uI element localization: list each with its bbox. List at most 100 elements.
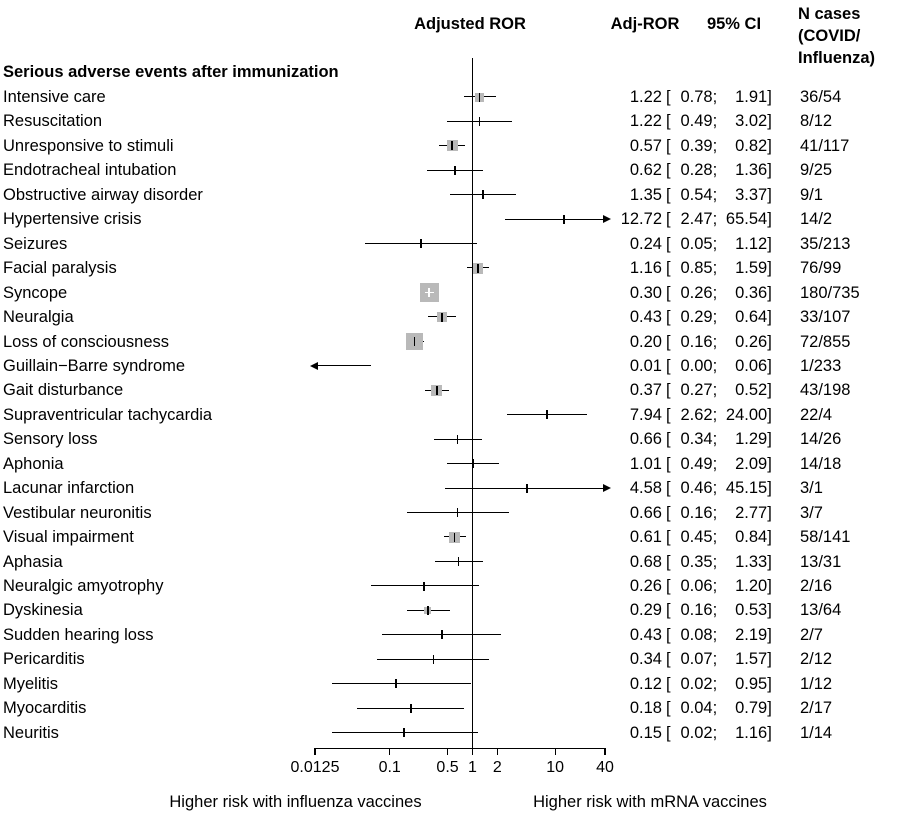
- n-cases-value: 8/12: [800, 112, 833, 131]
- ci-line: [331, 683, 471, 685]
- point-estimate-tick: [423, 581, 425, 591]
- adj-ror-value: 0.01: [629, 356, 662, 375]
- ci-low-value: 0.27: [680, 381, 713, 400]
- n-cases-value: 14/2: [800, 210, 833, 229]
- point-estimate-tick: [456, 434, 459, 444]
- ci-line: [315, 365, 372, 367]
- axis-tick-label: 40: [596, 759, 614, 776]
- ci-value: [0.28; 1.36]: [666, 160, 772, 180]
- n-cases-value: 9/25: [800, 161, 833, 180]
- ci-low-value: 0.49: [680, 112, 713, 131]
- axis-tick-label: 0.1: [378, 759, 401, 776]
- row-label: Sensory loss: [3, 430, 98, 449]
- n-cases-value: 13/31: [800, 552, 842, 571]
- row-label: Seizures: [3, 234, 68, 253]
- axis-tick-label: 0.0125: [290, 759, 340, 776]
- ci-separator: ;: [712, 259, 718, 278]
- ci-arrow-right: [603, 215, 611, 224]
- ci-high-value: 1.59: [735, 259, 768, 278]
- ci-close-bracket: ]: [767, 723, 772, 742]
- column-header-adjusted-ror: Adjusted ROR: [414, 15, 526, 33]
- adj-ror-value: 0.30: [629, 283, 662, 302]
- adj-ror-value: 0.26: [629, 577, 662, 595]
- n-cases-value: 180/735: [800, 283, 860, 302]
- ci-high-value: 0.64: [735, 308, 768, 327]
- axis-tick: [554, 748, 556, 755]
- ci-high-value: 1.16: [735, 723, 768, 742]
- n-cases-value: 35/213: [800, 234, 851, 253]
- ci-close-bracket: ]: [767, 283, 772, 302]
- n-cases-value: 3/1: [800, 479, 823, 498]
- axis-tick-label: 1: [467, 759, 477, 776]
- ci-high-value: 0.79: [735, 699, 768, 718]
- ci-open-bracket: [: [666, 332, 671, 351]
- ci-low-value: 2.47: [680, 210, 713, 229]
- ci-separator: ;: [712, 185, 718, 204]
- n-cases-value: 76/99: [800, 259, 842, 278]
- ci-open-bracket: [: [666, 381, 671, 400]
- ci-close-bracket: ]: [767, 577, 772, 595]
- axis-tick-label: 2: [492, 759, 502, 776]
- row-label: Resuscitation: [3, 112, 103, 131]
- ci-value: [2.62; 24.00]: [666, 405, 772, 425]
- n-cases-value: 36/54: [800, 88, 842, 106]
- ci-separator: ;: [712, 234, 718, 253]
- ci-low-value: 0.85: [680, 259, 713, 278]
- ci-low-value: 0.08: [680, 625, 713, 644]
- ci-low-value: 0.16: [680, 332, 713, 351]
- ci-open-bracket: [: [666, 430, 671, 449]
- row-label: Aphonia: [3, 454, 64, 473]
- row-label: Sudden hearing loss: [3, 625, 154, 644]
- ci-close-bracket: ]: [767, 112, 772, 131]
- n-cases-value: 13/64: [800, 601, 842, 620]
- row-label: Myocarditis: [3, 699, 87, 718]
- ci-close-bracket: ]: [767, 234, 772, 253]
- ci-separator: ;: [712, 674, 718, 693]
- ci-high-value: 45.15: [725, 479, 768, 498]
- ci-high-value: 2.19: [735, 625, 768, 644]
- point-estimate-tick: [546, 410, 548, 420]
- row-label: Unresponsive to stimuli: [3, 136, 174, 155]
- n-cases-value: 1/12: [800, 674, 833, 693]
- ci-open-bracket: [: [666, 503, 671, 522]
- ci-value: [0.00; 0.06]: [666, 356, 772, 376]
- ci-low-value: 0.16: [680, 503, 713, 522]
- point-estimate-tick: [413, 337, 416, 346]
- ci-open-bracket: [: [666, 552, 671, 571]
- ci-high-value: 1.20: [735, 577, 768, 595]
- row-label: Neuralgia: [3, 308, 74, 327]
- ci-high-value: 24.00: [725, 405, 768, 424]
- adj-ror-value: 1.16: [629, 259, 662, 278]
- ci-line: [376, 658, 489, 660]
- column-header-ncases-line1: N cases: [798, 5, 861, 23]
- row-label: Obstructive airway disorder: [3, 185, 203, 204]
- adj-ror-value: 0.68: [629, 552, 662, 571]
- section-title: Serious adverse events after immunizatio…: [3, 63, 339, 81]
- axis-tick: [471, 748, 474, 755]
- n-cases-value: 1/233: [800, 356, 842, 375]
- ci-value: [0.49; 2.09]: [666, 454, 772, 474]
- adj-ror-value: 0.24: [629, 234, 662, 253]
- reference-line-x1: [472, 58, 474, 748]
- adj-ror-value: 0.57: [629, 136, 662, 155]
- row-label: Dyskinesia: [3, 601, 83, 620]
- ci-separator: ;: [712, 332, 718, 351]
- ci-value: [0.02; 0.95]: [666, 674, 772, 694]
- ci-high-value: 2.77: [735, 503, 768, 522]
- ci-value: [0.04; 0.79]: [666, 698, 772, 718]
- adj-ror-value: 0.43: [629, 625, 662, 644]
- ci-separator: ;: [712, 503, 718, 522]
- ci-close-bracket: ]: [767, 650, 772, 669]
- column-header-ncases-line3: Influenza): [798, 49, 875, 67]
- point-estimate-tick: [441, 630, 443, 640]
- ci-high-value: 0.36: [735, 283, 768, 302]
- ci-value: [0.39; 0.82]: [666, 136, 772, 156]
- ci-high-value: 3.02: [735, 112, 768, 131]
- ci-open-bracket: [: [666, 161, 671, 180]
- axis-tick: [389, 748, 391, 755]
- ci-high-value: 0.82: [735, 136, 768, 155]
- ci-low-value: 0.02: [680, 674, 713, 693]
- ci-arrow-right: [603, 484, 611, 493]
- n-cases-value: 1/14: [800, 723, 833, 742]
- ci-open-bracket: [: [666, 601, 671, 620]
